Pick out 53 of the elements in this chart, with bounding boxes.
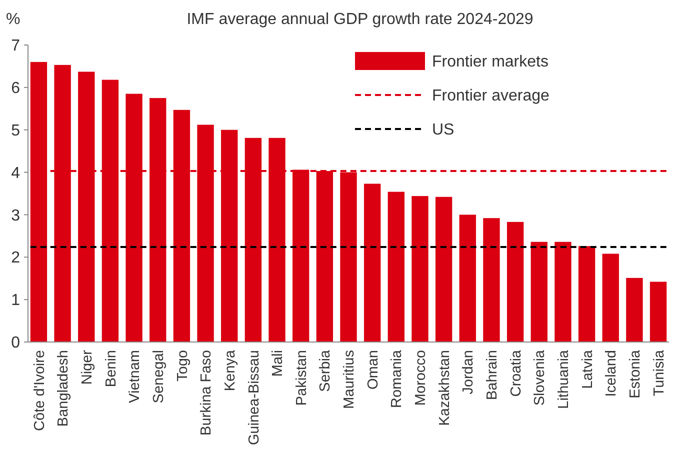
legend-label: Frontier markets (432, 54, 548, 71)
x-tick-label: Senegal (150, 350, 167, 404)
x-tick-label: Estonia (628, 349, 644, 398)
bar (483, 218, 500, 342)
x-tick-label: Vietnam (127, 350, 144, 403)
y-tick-label: 4 (11, 164, 20, 182)
bar (578, 246, 596, 342)
x-tick-label: Niger (79, 350, 96, 385)
x-tick-label: Serbia (318, 349, 334, 392)
bar (364, 184, 381, 342)
x-tick-label: Tunisia (651, 349, 668, 396)
y-tick-label: 6 (11, 80, 20, 98)
x-tick-label: Bangladesh (56, 350, 72, 427)
bar (530, 242, 548, 342)
legend-label: US (432, 122, 454, 139)
x-tick-label: Slovenia (532, 349, 548, 406)
y-tick-label: 1 (11, 292, 20, 310)
x-tick-label: Pakistan (294, 350, 310, 406)
bar (435, 196, 452, 342)
bar (412, 196, 428, 342)
y-tick-label: 0 (11, 334, 20, 352)
x-tick-label: Morocco (413, 350, 430, 406)
y-tick-label: 2 (11, 250, 20, 267)
x-tick-label: Croatia (508, 349, 524, 397)
x-tick-label: Bahrain (484, 350, 501, 400)
legend-label: Frontier average (432, 88, 550, 105)
x-tick-label: Oman (365, 350, 382, 390)
y-axis-title: % (6, 11, 20, 28)
x-tick-label: Latvia (580, 349, 596, 389)
x-tick-label: Jordan (460, 350, 477, 394)
bar (650, 282, 667, 342)
x-tick-label: Kenya (222, 349, 238, 392)
bar (506, 222, 524, 342)
x-tick-label: Benin (103, 350, 120, 388)
x-tick-label: Romania (389, 349, 406, 408)
y-tick-label: 3 (11, 207, 20, 224)
bar (554, 242, 572, 342)
y-tick-label: 5 (11, 122, 20, 140)
x-tick-label: Burkina Faso (198, 350, 215, 436)
x-tick-label: Mauritius (342, 350, 358, 409)
x-tick-label: Kazakhstan (436, 350, 453, 426)
bar (388, 192, 404, 342)
x-tick-label: Guinea-Bissau (246, 350, 262, 446)
y-tick-label: 7 (11, 38, 20, 55)
x-tick-label: Lithuania (556, 349, 572, 409)
bar (459, 214, 476, 342)
x-tick-label: Mali (270, 350, 286, 377)
bar (602, 254, 619, 342)
x-tick-label: Iceland (604, 350, 620, 397)
chart-title: IMF average annual GDP growth rate 2024-2029 (186, 11, 534, 28)
bar (626, 278, 643, 342)
x-tick-label: Côte d'Ivoire (32, 350, 48, 431)
x-tick-label: Togo (174, 350, 191, 382)
